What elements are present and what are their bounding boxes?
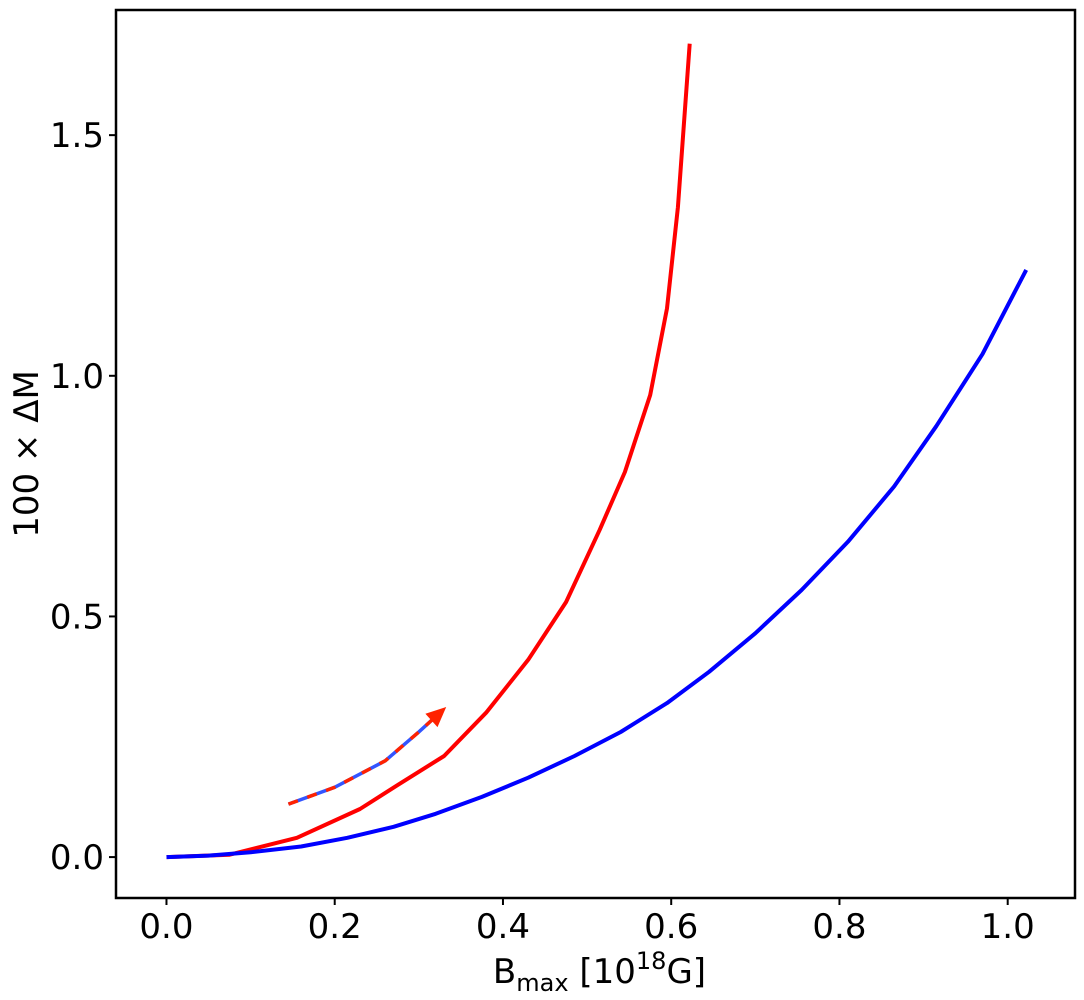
x-tick-label: 1.0: [981, 907, 1035, 947]
annotation-arrow-shaft-red: [287, 713, 439, 806]
x-axis-ticks: 0.0 0.2 0.4 0.6 0.8 1.0: [139, 898, 1035, 947]
x-axis-label-sub: max: [516, 969, 568, 997]
x-tick-label: 0.2: [308, 907, 362, 947]
y-axis-label: 100 × ΔM: [7, 370, 47, 538]
x-axis-label-sup: 18: [636, 947, 667, 975]
series-layer: [166, 43, 1028, 860]
x-axis-label-base: B: [493, 952, 516, 992]
y-tick-label: 0.5: [50, 597, 104, 637]
x-tick-label: 0.6: [644, 907, 698, 947]
annotation-layer: [287, 707, 447, 806]
series-line-1: [166, 43, 692, 860]
series-line-2: [166, 268, 1028, 860]
x-tick-label: 0.8: [812, 907, 866, 947]
y-axis-ticks: 0.0 0.5 1.0 1.5: [50, 116, 116, 878]
y-tick-label: 0.0: [50, 838, 104, 878]
plot-area: 0.0 0.2 0.4 0.6 0.8 1.0 0.0 0.5 1.0 1.5: [50, 8, 1077, 947]
x-tick-label: 0.4: [476, 907, 530, 947]
annotation-arrow-shaft-blue: [287, 713, 439, 806]
x-tick-label: 0.0: [139, 907, 193, 947]
y-tick-label: 1.5: [50, 116, 104, 156]
y-tick-label: 1.0: [50, 357, 104, 397]
x-axis-label-pre: [10: [569, 952, 636, 992]
x-axis-label: Bmax [1018G]: [493, 947, 706, 997]
axes-frame: [114, 8, 1077, 900]
x-axis-label-post: G]: [666, 952, 706, 992]
annotation-arrow-head: [425, 707, 447, 728]
